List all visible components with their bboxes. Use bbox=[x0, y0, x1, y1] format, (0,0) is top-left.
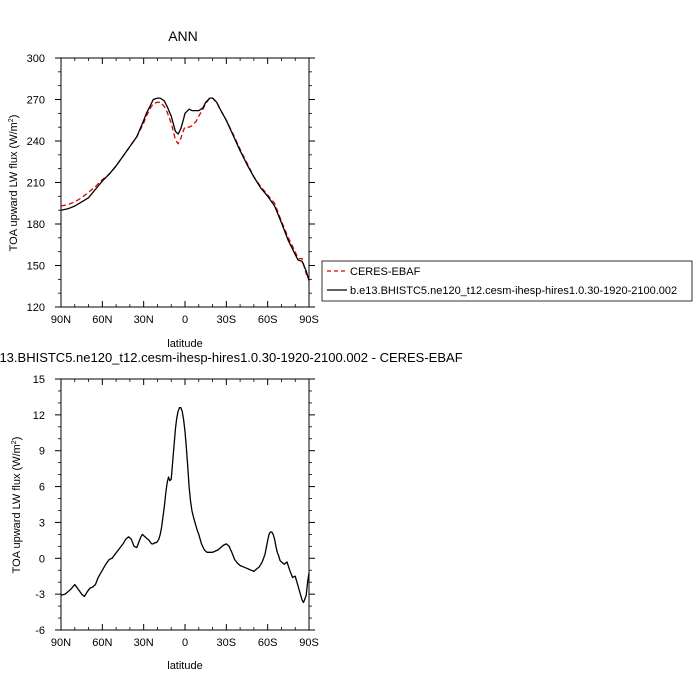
legend: CERES-EBAF b.e13.BHISTC5.ne120_t12.cesm-… bbox=[321, 260, 693, 302]
bottom-title: b.e13.BHISTC5.ne120_t12.cesm-ihesp-hires… bbox=[0, 350, 463, 365]
top-series-line-1 bbox=[60, 97, 310, 281]
bottom-y-axis-label-main: TOA upward LW flux (W/m bbox=[11, 444, 23, 573]
top-x-ticks: 90N 60N 30N 0 30S 60S 90S bbox=[51, 58, 319, 326]
bottom-x-tick-label: 90S bbox=[299, 637, 319, 649]
top-y-tick-label: 270 bbox=[27, 95, 45, 107]
top-y-axis-label-sup: 2 bbox=[8, 118, 15, 122]
bottom-y-axis-label-close: ) bbox=[11, 437, 23, 441]
legend-label-model: b.e13.BHISTC5.ne120_t12.cesm-ihesp-hires… bbox=[350, 285, 677, 297]
top-panel: ANN 90N 60N 30N 0 30S 60S 90S 120 150 180 210 240 2… bbox=[8, 28, 319, 350]
bottom-plot-frame bbox=[60, 378, 310, 631]
bottom-y-tick-label: 15 bbox=[33, 374, 45, 386]
bottom-x-tick-label: 90N bbox=[51, 637, 71, 649]
bottom-x-tick-label: 30N bbox=[134, 637, 154, 649]
top-series-line-0 bbox=[60, 97, 310, 280]
bottom-panel: b.e13.BHISTC5.ne120_t12.cesm-ihesp-hires… bbox=[0, 350, 463, 672]
bottom-series-line-0 bbox=[60, 407, 310, 604]
top-x-axis-label: latitude bbox=[167, 338, 202, 350]
top-y-ticks: 120 150 180 210 240 270 300 bbox=[27, 53, 315, 314]
top-x-tick-label: 0 bbox=[182, 314, 188, 326]
top-x-tick-label: 90N bbox=[51, 314, 71, 326]
bottom-y-tick-label: 6 bbox=[39, 482, 45, 494]
top-title: ANN bbox=[168, 28, 198, 44]
legend-label-ceres: CERES-EBAF bbox=[350, 266, 421, 278]
bottom-y-ticks: -6 -3 0 3 6 9 12 15 bbox=[33, 374, 315, 637]
top-y-tick-label: 300 bbox=[27, 53, 45, 65]
top-y-tick-label: 210 bbox=[27, 178, 45, 190]
top-plot-frame bbox=[60, 57, 310, 308]
bottom-y-tick-label: 0 bbox=[39, 553, 45, 565]
bottom-x-tick-label: 60S bbox=[258, 637, 278, 649]
top-y-axis-label-main: TOA upward LW flux (W/m bbox=[8, 122, 20, 251]
bottom-y-tick-label: 9 bbox=[39, 446, 45, 458]
bottom-y-axis-label-sup: 2 bbox=[11, 440, 18, 444]
bottom-series bbox=[60, 407, 310, 604]
top-y-axis-label-close: ) bbox=[8, 115, 20, 119]
top-y-axis-label: TOA upward LW flux (W/m2) bbox=[8, 115, 20, 252]
bottom-x-tick-label: 60N bbox=[92, 637, 112, 649]
bottom-x-axis-label: latitude bbox=[167, 660, 202, 672]
top-y-tick-label: 120 bbox=[27, 302, 45, 314]
bottom-y-tick-label: 3 bbox=[39, 517, 45, 529]
bottom-y-tick-label: -6 bbox=[35, 625, 45, 637]
bottom-x-tick-label: 30S bbox=[217, 637, 237, 649]
top-x-tick-label: 90S bbox=[299, 314, 319, 326]
bottom-x-ticks: 90N 60N 30N 0 30S 60S 90S bbox=[51, 379, 319, 649]
top-x-tick-label: 30S bbox=[217, 314, 237, 326]
top-x-tick-label: 60N bbox=[92, 314, 112, 326]
bottom-y-axis-label: TOA upward LW flux (W/m2) bbox=[11, 437, 23, 574]
bottom-x-tick-label: 0 bbox=[182, 637, 188, 649]
top-y-tick-label: 150 bbox=[27, 261, 45, 273]
top-series bbox=[60, 97, 310, 281]
legend-box bbox=[321, 260, 693, 302]
top-x-tick-label: 60S bbox=[258, 314, 278, 326]
top-y-tick-label: 180 bbox=[27, 219, 45, 231]
bottom-y-tick-label: -3 bbox=[35, 589, 45, 601]
bottom-y-tick-label: 12 bbox=[33, 410, 45, 422]
top-x-tick-label: 30N bbox=[134, 314, 154, 326]
top-y-tick-label: 240 bbox=[27, 136, 45, 148]
